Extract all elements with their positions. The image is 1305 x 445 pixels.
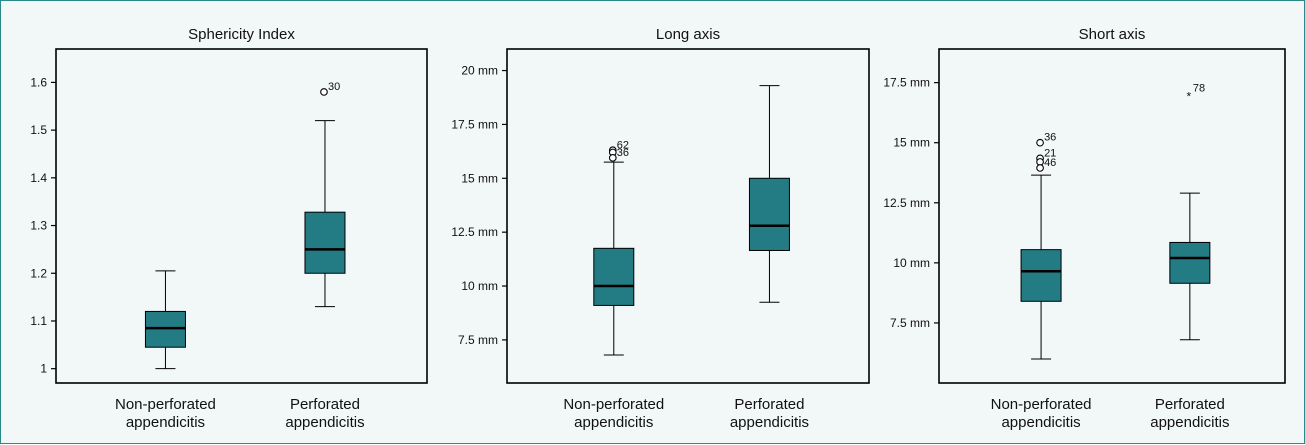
- panel-1: Sphericity Index 1 1.1 1.2 1.3 1.4 1.5 1.6 Non-p…: [30, 26, 428, 431]
- y-tick-label: 15 mm: [461, 171, 498, 185]
- y-tick-label: 1.5: [30, 123, 47, 137]
- extreme-marker: *: [1187, 89, 1192, 103]
- y-tick-label: 1.1: [30, 314, 47, 328]
- y-tick-label: 7.5 mm: [890, 316, 930, 330]
- y-tick-label: 12.5 mm: [883, 196, 930, 210]
- x-category-label: Non-perforated: [115, 396, 216, 413]
- y-tick-label: 1.2: [30, 266, 47, 280]
- outlier-label: 30: [328, 81, 340, 93]
- x-category-label: Perforated: [290, 396, 360, 413]
- outlier-marker: [320, 88, 328, 96]
- x-category-label: Perforated: [734, 396, 804, 413]
- x-category-label: Perforated: [1155, 396, 1225, 413]
- y-tick-label: 10 mm: [893, 256, 930, 270]
- y-tick-label: 17.5 mm: [451, 117, 498, 131]
- outlier-label: 21: [1044, 147, 1056, 159]
- panel-3: Short axis 7.5 mm 10 mm 12.5 mm 15 mm 17.5 mm…: [883, 26, 1286, 431]
- x-category-label: appendicitis: [730, 414, 809, 431]
- x-category-label: Non-perforated: [563, 396, 664, 413]
- box: [1020, 249, 1062, 302]
- outlier-label: 62: [617, 139, 629, 151]
- box: [1169, 241, 1211, 284]
- panel-2: Long axis 7.5 mm 10 mm 12.5 mm 15 mm 17.5 mm 2…: [451, 26, 870, 431]
- outlier-marker: [1036, 138, 1044, 147]
- outlier-marker: [608, 153, 617, 162]
- outlier-label: 36: [1044, 132, 1056, 144]
- box: [593, 247, 635, 306]
- x-category-label: appendicitis: [1001, 414, 1080, 431]
- box: [304, 211, 346, 274]
- y-tick-label: 10 mm: [461, 279, 498, 293]
- outlier-marker: [1036, 164, 1044, 172]
- outlier-label: 36: [617, 147, 629, 159]
- chart-title: Sphericity Index: [188, 26, 295, 43]
- x-category-label: appendicitis: [1150, 414, 1229, 431]
- plot-area-border: [55, 48, 428, 384]
- y-tick-label: 12.5 mm: [451, 225, 498, 239]
- x-category-label: Non-perforated: [991, 396, 1092, 413]
- x-category-label: appendicitis: [574, 414, 653, 431]
- outlier-label: 46: [1044, 157, 1056, 169]
- y-tick-label: 1.3: [30, 219, 47, 233]
- y-tick-label: 1.6: [30, 75, 47, 89]
- y-tick-label: 1: [40, 362, 47, 376]
- plot-area-border: [506, 48, 870, 384]
- plot-area-border: [938, 48, 1286, 384]
- y-tick-label: 15 mm: [893, 136, 930, 150]
- y-tick-label: 17.5 mm: [883, 76, 930, 90]
- chart-title: Long axis: [656, 26, 720, 43]
- x-category-label: appendicitis: [285, 414, 364, 431]
- x-category-label: appendicitis: [126, 414, 205, 431]
- y-tick-label: 1.4: [30, 171, 47, 185]
- y-tick-label: 20 mm: [461, 64, 498, 78]
- chart-title: Short axis: [1079, 26, 1146, 43]
- box: [748, 177, 790, 251]
- y-tick-label: 7.5 mm: [458, 333, 498, 347]
- outlier-label: 78: [1193, 82, 1205, 94]
